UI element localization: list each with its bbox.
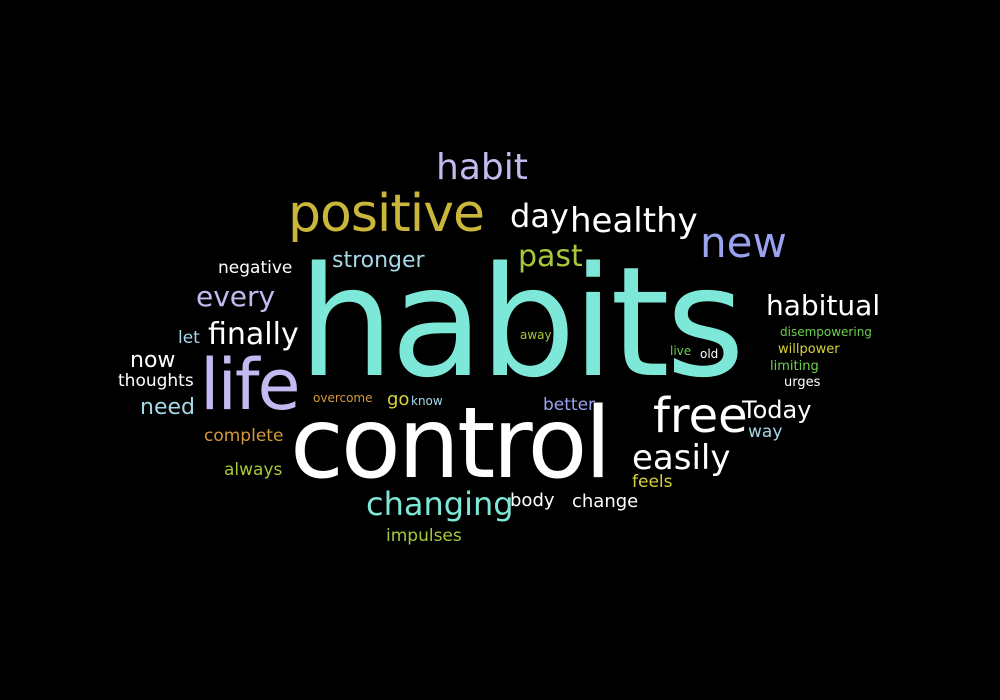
word-stronger: stronger [332,248,425,273]
word-every: every [196,280,276,313]
word-finally: finally [208,317,299,352]
word-always: always [224,460,283,480]
word-need: need [140,395,195,420]
word-feels: feels [632,472,673,492]
word-impulses: impulses [386,526,462,546]
word-past: past [518,239,583,274]
word-Today: Today [742,396,812,424]
word-habitual: habitual [766,289,881,322]
word-know: know [411,394,443,408]
word-complete: complete [204,426,284,446]
word-life: life [200,344,301,426]
word-live: live [670,344,692,358]
word-overcome: overcome [313,391,373,405]
word-go: go [387,389,410,410]
word-let: let [178,328,200,348]
word-thoughts: thoughts [118,371,194,391]
word-free: free [653,388,748,444]
word-change: change [572,491,639,512]
word-body: body [510,490,555,511]
word-away: away [520,328,552,342]
word-urges: urges [784,375,821,390]
word-way: way [748,422,783,442]
word-negative: negative [218,258,293,278]
word-old: old [700,347,719,361]
word-positive: positive [288,184,485,244]
word-control: control [290,387,612,501]
word-now: now [130,348,176,373]
word-changing: changing [366,485,514,523]
word-better: better [543,395,596,415]
word-day: day [510,197,569,235]
word-easily: easily [632,438,731,478]
word-willpower: willpower [778,342,840,357]
word-limiting: limiting [770,359,819,374]
word-habit: habit [436,147,528,188]
word-healthy: healthy [570,201,698,241]
word-habits: habits [298,234,745,411]
word-new: new [700,218,787,267]
word-disempowering: disempowering [780,325,872,339]
